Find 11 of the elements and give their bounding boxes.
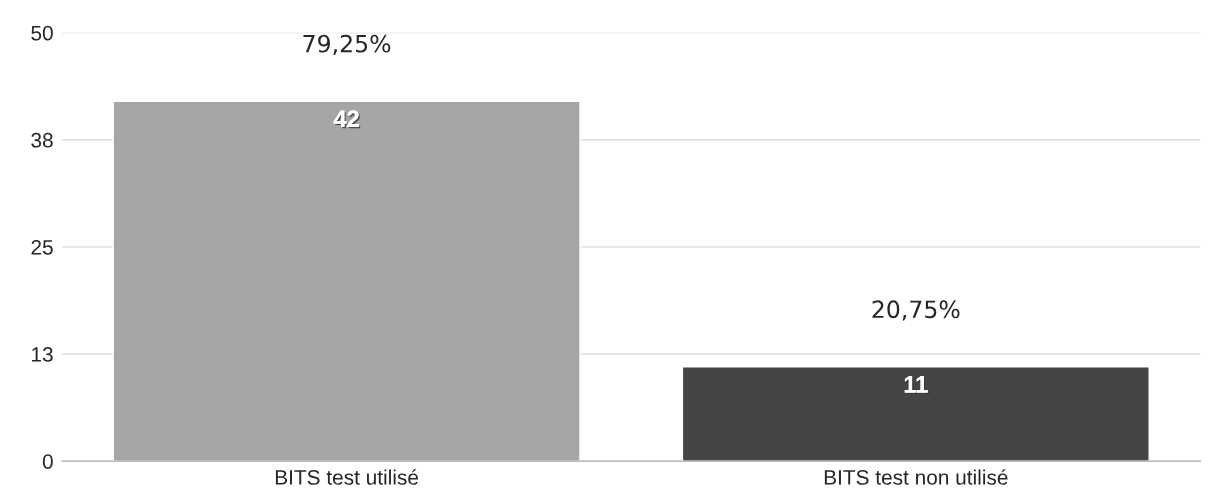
x-tick-label: BITS test utilisé (275, 469, 419, 485)
y-tick-label: 0 (42, 454, 53, 469)
y-tick-label: 25 (31, 239, 53, 255)
y-tick-label: 13 (32, 347, 53, 362)
x-tick-label: BITS test non utilisé (824, 469, 1008, 485)
data-label: 42 (333, 110, 361, 129)
y-tick-label: 38 (31, 132, 53, 148)
annotation: 79,25% (303, 34, 391, 56)
y-tick-label: 50 (31, 25, 53, 41)
annotation: 20,75% (872, 300, 960, 321)
data-label: 11 (904, 376, 930, 394)
